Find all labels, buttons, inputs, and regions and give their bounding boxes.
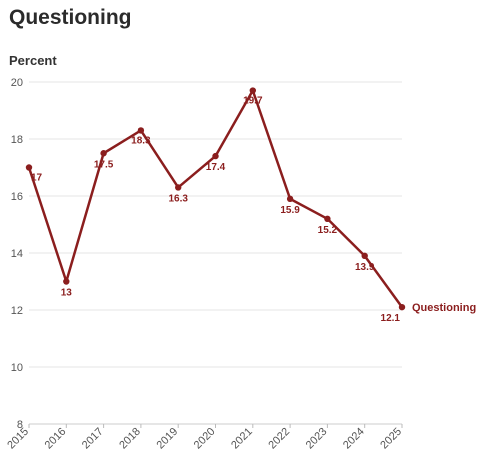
data-point-2020 [212,152,219,160]
series-name-label: Questioning [412,302,476,314]
data-label-2023: 15.2 [318,225,338,236]
x-tick-label-2020: 2020 [192,426,218,452]
data-point-2017 [100,150,107,157]
x-tick-label-2019: 2019 [155,426,181,452]
x-tick-label-2015: 2015 [5,426,31,452]
data-point-2016 [63,278,70,285]
y-tick-label-20: 20 [11,77,23,89]
data-label-2016: 13 [61,288,73,299]
y-tick-label-18: 18 [11,134,23,146]
data-label-2017: 17.5 [94,159,114,170]
data-point-2025 [398,303,406,311]
chart-title: Questioning [9,6,132,29]
x-tick-label-2024: 2024 [341,426,367,452]
y-tick-label-8: 8 [17,419,23,431]
x-tick-label-2023: 2023 [304,426,330,452]
y-tick-label-16: 16 [11,191,23,203]
x-tick-label-2016: 2016 [43,426,69,452]
data-point-2023 [324,215,331,222]
y-tick-label-12: 12 [11,305,23,317]
series-line-0 [27,89,404,309]
data-point-2021 [249,87,256,94]
data-label-2019: 16.3 [168,193,188,204]
data-label-2024: 13.9 [355,262,375,273]
data-label-2025: 12.1 [381,313,401,324]
x-tick-label-2025: 2025 [378,426,404,452]
x-tick-label-2017: 2017 [80,426,106,452]
data-label-2020: 17.4 [206,162,226,173]
data-point-2022 [286,195,294,203]
x-tick-label-2018: 2018 [117,426,143,452]
y-tick-label-10: 10 [11,362,23,374]
y-axis-label: Percent [9,53,57,68]
x-tick-label-2022: 2022 [266,426,292,452]
data-point-2015 [25,164,33,171]
data-point-2018 [137,127,145,134]
data-label-2015: 17 [31,173,43,184]
data-point-2024 [361,252,368,260]
x-tick-label-2021: 2021 [229,426,255,452]
data-label-2022: 15.9 [280,205,300,216]
y-tick-label-14: 14 [11,248,23,260]
data-label-2018: 18.3 [131,135,151,146]
data-point-2019 [175,184,182,191]
data-label-2021: 19.7 [243,96,263,107]
